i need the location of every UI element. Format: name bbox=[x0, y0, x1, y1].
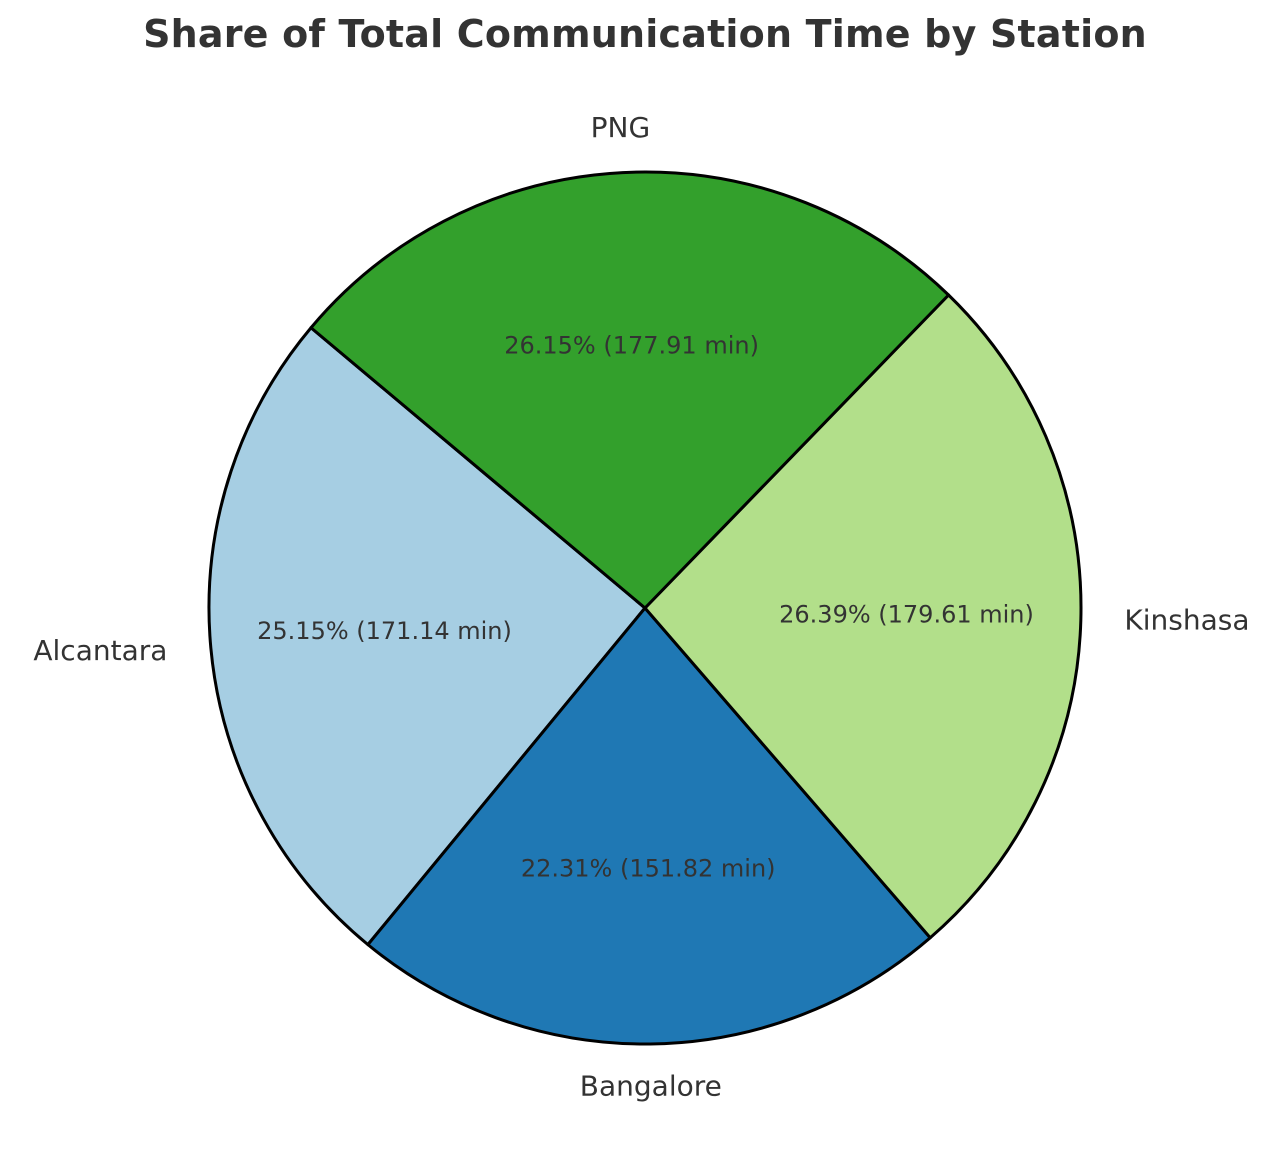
slice-label-png: PNG bbox=[591, 111, 651, 144]
pie-labels: Alcantara 25.15% (171.14 min) Bangalore 22.… bbox=[33, 111, 1249, 1103]
slice-value-label-alcantara: 25.15% (171.14 min) bbox=[257, 617, 512, 645]
slice-label-alcantara: Alcantara bbox=[33, 634, 167, 667]
chart-title: Share of Total Communication Time by Sta… bbox=[143, 12, 1147, 56]
pie-slice-png bbox=[309, 170, 951, 610]
pie-slices bbox=[207, 170, 1083, 1046]
slice-label-kinshasa: Kinshasa bbox=[1124, 604, 1249, 637]
slice-value-label-kinshasa: 26.39% (179.61 min) bbox=[779, 600, 1034, 628]
slice-value-label-bangalore: 22.31% (151.82 min) bbox=[521, 855, 776, 883]
pie-slice-kinshasa bbox=[643, 293, 1083, 940]
slice-value-label-png: 26.15% (177.91 min) bbox=[504, 332, 759, 360]
pie-slice-alcantara bbox=[207, 326, 647, 947]
slice-label-bangalore: Bangalore bbox=[580, 1070, 722, 1103]
pie-slice-bangalore bbox=[366, 606, 932, 1046]
